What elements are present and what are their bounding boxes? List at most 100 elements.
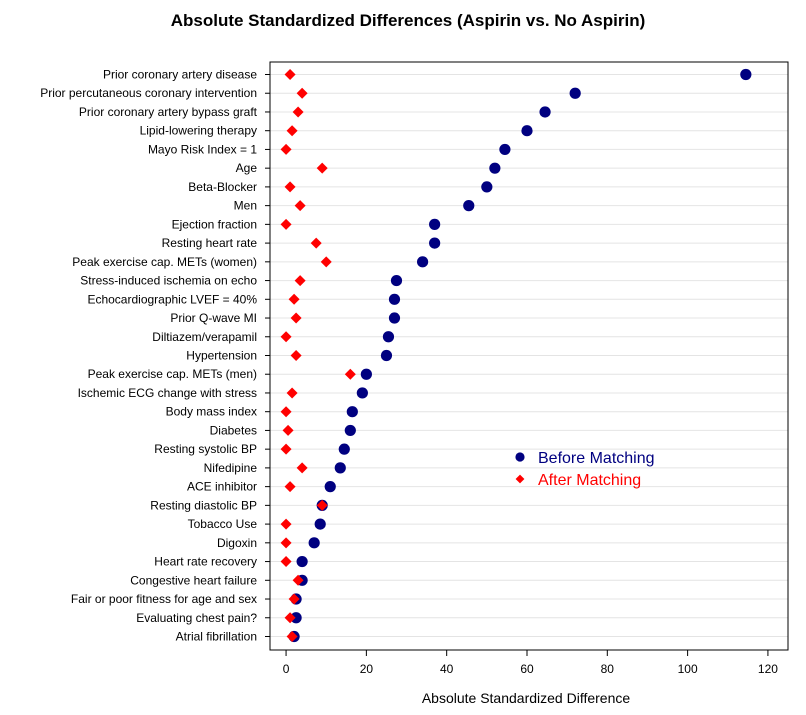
y-tick-label: Evaluating chest pain?	[136, 611, 257, 625]
y-tick-label: Beta-Blocker	[188, 180, 257, 194]
after-matching-point	[288, 293, 300, 305]
before-matching-point	[324, 481, 336, 493]
series-after-matching	[280, 69, 356, 642]
after-matching-point	[316, 162, 328, 174]
after-matching-point	[320, 256, 332, 268]
x-tick-label: 80	[601, 662, 615, 676]
y-tick-label: Stress-induced ischemia on echo	[80, 274, 257, 288]
y-tick-label: Prior Q-wave MI	[170, 311, 257, 325]
after-matching-point	[290, 312, 302, 324]
y-tick-label: Ischemic ECG change with stress	[78, 386, 257, 400]
before-matching-point	[429, 218, 441, 230]
before-matching-point	[481, 181, 493, 193]
after-matching-point	[280, 518, 292, 530]
before-matching-point	[740, 68, 752, 81]
after-matching-point	[286, 125, 298, 137]
x-axis-label: Absolute Standardized Difference	[422, 690, 631, 706]
y-tick-label: Mayo Risk Index = 1	[148, 142, 257, 156]
series-before-matching	[288, 68, 752, 643]
y-tick-label: Nifedipine	[204, 461, 258, 475]
after-matching-point	[344, 368, 356, 380]
before-matching-point	[499, 143, 511, 156]
after-matching-point	[288, 593, 300, 605]
y-tick-label: Peak exercise cap. METs (men)	[88, 367, 257, 381]
y-tick-label: Diabetes	[210, 423, 257, 437]
x-tick-label: 100	[678, 662, 698, 676]
after-matching-point	[280, 443, 292, 455]
after-matching-point	[280, 406, 292, 418]
y-tick-label: Atrial fibrillation	[176, 629, 257, 643]
legend-before-label: Before Matching	[538, 450, 655, 467]
y-tick-label: Body mass index	[166, 405, 257, 419]
after-matching-point	[280, 218, 292, 230]
before-matching-point	[344, 424, 356, 437]
before-matching-point	[463, 200, 475, 212]
before-matching-point	[382, 331, 395, 343]
before-matching-point	[296, 555, 308, 568]
legend-before-marker	[515, 452, 525, 462]
after-matching-point	[290, 349, 302, 361]
x-axis: 0 20 40 60 80 100 120	[283, 650, 778, 676]
after-matching-point	[280, 331, 292, 343]
gridlines	[270, 74, 788, 637]
before-matching-point	[388, 312, 401, 324]
y-tick-label: Peak exercise cap. METs (women)	[72, 255, 257, 269]
before-matching-point	[360, 368, 372, 380]
y-tick-label: Heart rate recovery	[154, 555, 257, 569]
after-matching-point	[296, 462, 308, 474]
before-matching-point	[338, 443, 350, 455]
before-matching-point	[356, 387, 368, 399]
x-tick-label: 20	[360, 662, 374, 676]
y-tick-label: ACE inhibitor	[187, 480, 257, 494]
after-matching-point	[286, 630, 298, 642]
y-tick-label: Prior coronary artery disease	[103, 68, 257, 82]
before-matching-point	[388, 293, 401, 305]
after-matching-point	[292, 106, 304, 118]
before-matching-point	[429, 237, 441, 249]
y-axis-labels: Prior coronary artery disease Prior percu…	[40, 68, 270, 643]
x-tick-label: 120	[758, 662, 778, 676]
x-tick-label: 60	[520, 662, 534, 676]
y-tick-label: Resting heart rate	[162, 236, 258, 250]
y-tick-label: Prior coronary artery bypass graft	[79, 105, 258, 119]
chart-title: Absolute Standardized Differences (Aspir…	[171, 11, 646, 30]
y-tick-label: Diltiazem/verapamil	[152, 330, 257, 344]
legend-after-marker	[515, 474, 525, 484]
y-tick-label: Hypertension	[186, 348, 257, 362]
plot-frame	[269, 61, 789, 651]
after-matching-point	[310, 237, 322, 249]
after-matching-point	[286, 387, 298, 399]
y-tick-label: Digoxin	[217, 536, 257, 550]
y-tick-label: Echocardiographic LVEF = 40%	[87, 292, 257, 306]
after-matching-point	[294, 275, 306, 287]
y-tick-label: Fair or poor fitness for age and sex	[71, 592, 257, 606]
before-matching-point	[290, 612, 302, 624]
after-matching-point	[292, 574, 304, 586]
after-matching-point	[284, 612, 296, 624]
after-matching-point	[296, 87, 308, 99]
before-matching-point	[390, 274, 403, 287]
before-matching-point	[569, 87, 581, 99]
y-tick-label: Prior percutaneous coronary intervention	[40, 86, 257, 100]
before-matching-point	[539, 106, 551, 118]
x-tick-label: 0	[283, 662, 290, 676]
after-matching-point	[282, 424, 294, 436]
y-tick-label: Age	[236, 161, 258, 175]
before-matching-point	[416, 256, 429, 268]
before-matching-point	[308, 537, 320, 549]
before-matching-point	[314, 518, 326, 530]
before-matching-point	[380, 349, 393, 362]
y-tick-label: Resting systolic BP	[154, 442, 257, 456]
after-matching-point	[284, 481, 296, 493]
y-tick-label: Men	[234, 199, 257, 213]
after-matching-point	[280, 556, 292, 568]
y-tick-label: Congestive heart failure	[130, 573, 257, 587]
after-matching-point	[280, 143, 292, 155]
after-matching-point	[284, 69, 296, 80]
legend: Before Matching After Matching	[515, 450, 655, 489]
after-matching-point	[284, 181, 296, 193]
before-matching-point	[334, 462, 346, 474]
after-matching-point	[316, 499, 328, 511]
y-tick-label: Tobacco Use	[188, 517, 258, 531]
after-matching-point	[280, 537, 292, 549]
